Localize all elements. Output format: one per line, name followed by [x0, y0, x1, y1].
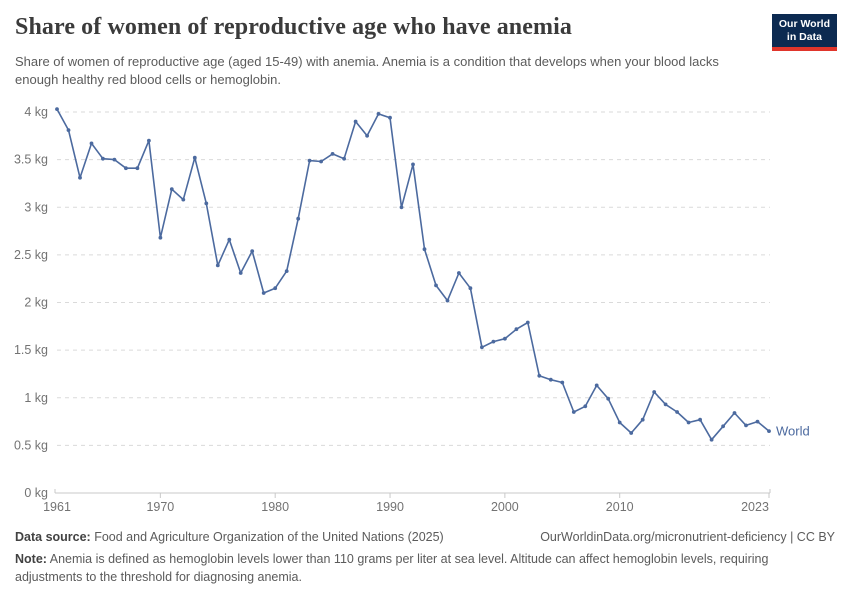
data-point[interactable]	[480, 345, 484, 350]
data-point[interactable]	[227, 237, 232, 242]
data-point[interactable]	[629, 431, 634, 435]
data-source: Data source: Food and Agriculture Organi…	[15, 528, 444, 546]
data-point[interactable]	[491, 339, 496, 344]
data-point[interactable]	[55, 107, 59, 111]
data-point[interactable]	[158, 235, 163, 240]
data-point[interactable]	[560, 380, 565, 385]
data-point[interactable]	[319, 159, 323, 164]
note-text: Anemia is defined as hemoglobin levels l…	[15, 552, 769, 585]
data-point[interactable]	[525, 320, 530, 325]
data-point[interactable]	[709, 437, 714, 442]
y-axis-tick-label: 3.5 kg	[14, 153, 48, 167]
data-point[interactable]	[296, 216, 301, 221]
y-axis-tick-label: 0 kg	[24, 486, 48, 500]
data-point[interactable]	[698, 417, 702, 422]
note-label: Note:	[15, 552, 47, 567]
x-axis-tick-label: 1970	[146, 500, 174, 514]
x-axis-tick-label: 1980	[261, 500, 289, 514]
data-point[interactable]	[411, 162, 415, 167]
series-line	[56, 108, 770, 441]
x-axis-tick-label: 2010	[606, 500, 634, 514]
data-point[interactable]	[721, 424, 725, 429]
data-point[interactable]	[284, 269, 289, 273]
data-point[interactable]	[640, 417, 645, 422]
y-axis-tick-label: 4 kg	[24, 105, 48, 119]
y-axis-tick-label: 2 kg	[24, 296, 48, 310]
data-point[interactable]	[192, 155, 197, 160]
attribution-link[interactable]: OurWorldinData.org/micronutrient-deficie…	[540, 530, 835, 544]
data-point[interactable]	[365, 133, 369, 138]
data-point[interactable]	[537, 373, 542, 378]
data-point[interactable]	[112, 157, 117, 162]
data-point[interactable]	[307, 158, 312, 163]
owid-logo-line1: Our World	[778, 18, 830, 30]
data-point[interactable]	[571, 410, 576, 414]
x-axis-tick-label: 2023	[741, 500, 769, 514]
y-axis-tick-label: 2.5 kg	[14, 248, 48, 262]
data-point[interactable]	[744, 423, 748, 428]
data-point[interactable]	[101, 156, 105, 161]
data-point[interactable]	[457, 271, 461, 275]
data-point[interactable]	[503, 336, 507, 341]
data-point[interactable]	[215, 263, 220, 268]
data-point[interactable]	[181, 197, 186, 202]
data-point[interactable]	[78, 175, 82, 180]
x-axis-tick-label: 1961	[43, 500, 71, 514]
data-point[interactable]	[399, 205, 404, 210]
data-point[interactable]	[732, 411, 737, 415]
data-point[interactable]	[652, 390, 657, 394]
data-point[interactable]	[388, 115, 392, 120]
data-point[interactable]	[376, 112, 381, 116]
data-point[interactable]	[686, 420, 691, 425]
data-point[interactable]	[250, 249, 255, 254]
owid-logo[interactable]: Our World in Data	[771, 14, 837, 52]
data-point[interactable]	[663, 402, 668, 407]
data-point[interactable]	[124, 166, 128, 171]
data-point[interactable]	[147, 138, 151, 143]
data-point[interactable]	[767, 429, 771, 433]
data-point[interactable]	[434, 283, 438, 288]
series-label-world[interactable]: World	[776, 424, 810, 439]
data-point[interactable]	[135, 166, 140, 171]
data-point[interactable]	[675, 410, 679, 414]
data-point[interactable]	[273, 286, 278, 291]
data-point[interactable]	[583, 404, 588, 409]
x-axis-tick-label: 1990	[376, 500, 404, 514]
y-axis-tick-label: 1 kg	[24, 391, 48, 405]
x-axis-tick-label: 2000	[491, 500, 519, 514]
data-source-text: Food and Agriculture Organization of the…	[90, 530, 444, 544]
data-point[interactable]	[89, 141, 94, 146]
data-point[interactable]	[330, 152, 335, 156]
data-point[interactable]	[238, 271, 243, 275]
data-point[interactable]	[514, 327, 519, 332]
data-point[interactable]	[422, 247, 427, 252]
y-axis-tick-label: 0.5 kg	[14, 438, 48, 452]
chart-footer: Data source: Food and Agriculture Organi…	[15, 528, 835, 586]
data-point[interactable]	[594, 383, 599, 388]
data-point[interactable]	[548, 377, 553, 382]
data-source-label: Data source:	[15, 530, 91, 544]
page-title: Share of women of reproductive age who h…	[15, 14, 572, 40]
data-point[interactable]	[66, 128, 71, 133]
data-point[interactable]	[617, 420, 622, 425]
data-point[interactable]	[468, 286, 473, 291]
y-axis-tick-label: 3 kg	[24, 200, 48, 214]
data-point[interactable]	[261, 291, 266, 295]
data-point[interactable]	[204, 201, 209, 206]
owid-logo-line2: in Data	[786, 31, 822, 44]
data-point[interactable]	[169, 187, 174, 192]
data-point[interactable]	[353, 119, 358, 124]
data-point[interactable]	[755, 419, 760, 424]
data-point[interactable]	[606, 396, 611, 401]
page-subtitle: Share of women of reproductive age (aged…	[15, 54, 719, 88]
data-point[interactable]	[342, 156, 346, 161]
data-point[interactable]	[445, 298, 450, 303]
y-axis-tick-label: 1.5 kg	[14, 343, 48, 357]
